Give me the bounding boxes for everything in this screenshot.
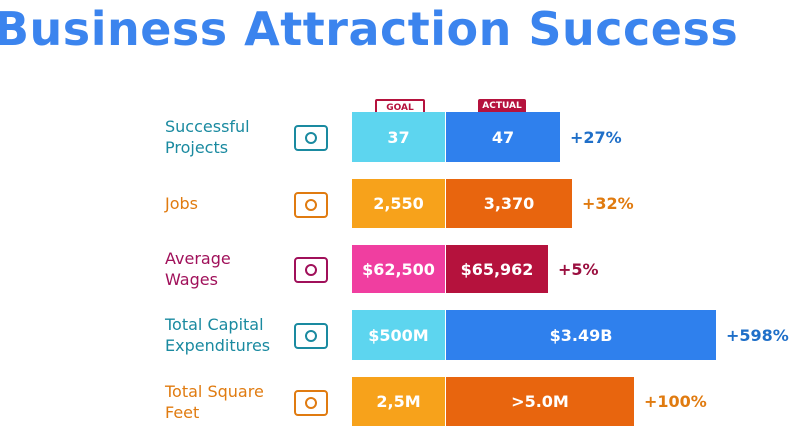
goal-bar: $500M <box>352 310 445 360</box>
row-label: Feet <box>165 402 200 422</box>
row-label: Jobs <box>165 194 198 213</box>
row-label: Wages <box>165 270 218 289</box>
goal-bar: 37 <box>352 112 445 162</box>
goal-bar: $62,500 <box>352 245 445 293</box>
icon-shape <box>294 389 328 416</box>
change: +100% <box>644 392 707 411</box>
actual-tag: ACTUAL <box>478 99 526 115</box>
icon-shape <box>294 257 328 283</box>
icon <box>292 252 330 286</box>
title: Business Attraction Success <box>0 2 739 56</box>
actual-bar: 47 <box>446 112 560 162</box>
actual-bar: $65,962 <box>446 245 548 293</box>
change: +27% <box>570 127 622 147</box>
icon <box>292 187 330 221</box>
actual-bar: 3,370 <box>446 179 572 228</box>
row-label: Successful <box>165 117 250 136</box>
change: +5% <box>558 259 599 279</box>
change: +598% <box>726 325 789 345</box>
icon <box>292 318 330 352</box>
icon-shape <box>294 125 328 151</box>
change: +32% <box>582 194 634 213</box>
row-label: Expenditures <box>165 336 271 355</box>
icon-shape <box>294 191 328 218</box>
icon <box>292 120 330 154</box>
icon <box>292 385 330 419</box>
row-label: Average <box>165 249 231 268</box>
row-label: Total Capital <box>165 315 264 334</box>
actual-bar: $3.49B <box>446 310 716 360</box>
actual-bar: >5.0M <box>446 377 634 426</box>
goal-bar: 2,550 <box>352 179 445 228</box>
row-label: Total Square <box>165 381 264 401</box>
icon-shape <box>294 323 328 349</box>
goal-bar: 2,5M <box>352 377 445 426</box>
row-label: Projects <box>165 138 229 157</box>
